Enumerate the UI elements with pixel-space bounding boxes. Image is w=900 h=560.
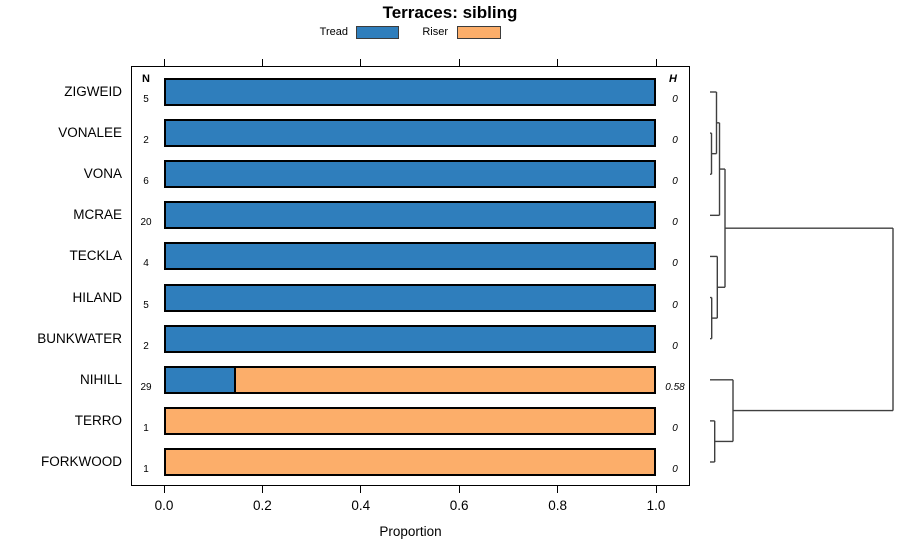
- h-value: 0: [672, 340, 678, 352]
- bar-segment-riser: [234, 367, 654, 392]
- n-value: 5: [143, 94, 149, 105]
- axis-tick-label: 1.0: [646, 498, 666, 513]
- axis-tick-bottom: [655, 486, 657, 493]
- legend-label-riser: Riser: [422, 26, 448, 38]
- bar-row: [164, 447, 656, 476]
- h-value: 0.58: [665, 381, 685, 393]
- legend-swatch-tread: [356, 26, 399, 39]
- bar-segment-tread: [166, 162, 654, 187]
- axis-tick-bottom: [261, 486, 263, 493]
- axis-tick-top: [557, 59, 559, 66]
- h-value: 0: [672, 463, 678, 475]
- axis-tick-label: 0.8: [548, 498, 567, 513]
- legend-label-tread: Tread: [319, 26, 348, 38]
- bar-row: [164, 365, 656, 394]
- bar-row: [164, 119, 656, 148]
- axis-tick-top: [458, 59, 460, 66]
- row-label: FORKWOOD: [41, 453, 122, 469]
- n-column-header: N: [142, 73, 150, 85]
- h-value: 0: [672, 422, 678, 434]
- h-value: 0: [672, 299, 678, 311]
- n-value: 2: [143, 340, 149, 352]
- bar-segment-tread: [166, 121, 654, 146]
- n-value: 6: [143, 176, 149, 188]
- h-value: 0: [672, 258, 678, 270]
- bar-segment-tread: [166, 203, 654, 228]
- plot-area: [131, 66, 690, 486]
- axis-tick-top: [655, 59, 657, 66]
- axis-tick-label: 0.6: [449, 498, 469, 513]
- axis-tick-label: 0.2: [253, 498, 272, 513]
- bar-row: [164, 242, 656, 271]
- axis-tick-top: [261, 59, 263, 66]
- row-label: VONALEE: [58, 125, 122, 141]
- bar-row: [164, 160, 656, 189]
- bar-segment-tread: [166, 80, 654, 104]
- axis-tick-top: [163, 59, 165, 66]
- axis-tick-label: 0.4: [351, 498, 371, 513]
- row-label: VONA: [83, 166, 122, 182]
- axis-tick-bottom: [360, 486, 362, 493]
- bar-row: [164, 201, 656, 230]
- bar-row: [164, 78, 656, 106]
- bar-row: [164, 406, 656, 435]
- n-value: 4: [143, 258, 149, 270]
- bar-segment-riser: [166, 449, 654, 474]
- row-label: TERRO: [74, 412, 122, 428]
- row-label: NIHILL: [79, 371, 122, 387]
- h-value: 0: [672, 176, 678, 188]
- bar-segment-tread: [166, 326, 654, 351]
- axis-tick-bottom: [458, 486, 460, 493]
- row-label: ZIGWEID: [64, 84, 122, 99]
- bar-segment-tread: [166, 285, 654, 310]
- n-value: 1: [143, 463, 149, 475]
- axis-tick-top: [360, 59, 362, 66]
- h-value: 0: [672, 94, 678, 105]
- bar-row: [164, 283, 656, 312]
- x-axis-label: Proportion: [379, 524, 442, 539]
- n-value: 29: [140, 381, 152, 393]
- bar-row: [164, 324, 656, 353]
- legend-swatch-riser: [457, 26, 501, 39]
- n-value: 20: [140, 217, 152, 229]
- row-label: TECKLA: [69, 248, 122, 264]
- axis-tick-label: 0.0: [154, 498, 174, 513]
- h-column-header: H: [669, 73, 677, 85]
- row-label: HILAND: [72, 289, 122, 305]
- row-label: BUNKWATER: [37, 330, 122, 346]
- n-value: 2: [143, 135, 149, 147]
- bar-segment-tread: [166, 367, 235, 392]
- axis-tick-bottom: [163, 486, 165, 493]
- row-label: MCRAE: [73, 207, 122, 223]
- h-value: 0: [672, 135, 678, 147]
- bar-segment-tread: [166, 244, 654, 269]
- axis-tick-bottom: [557, 486, 559, 493]
- n-value: 1: [143, 422, 149, 434]
- n-value: 5: [143, 299, 149, 311]
- bar-segment-riser: [166, 408, 654, 433]
- chart-title: Terraces: sibling: [382, 3, 518, 22]
- h-value: 0: [672, 217, 678, 229]
